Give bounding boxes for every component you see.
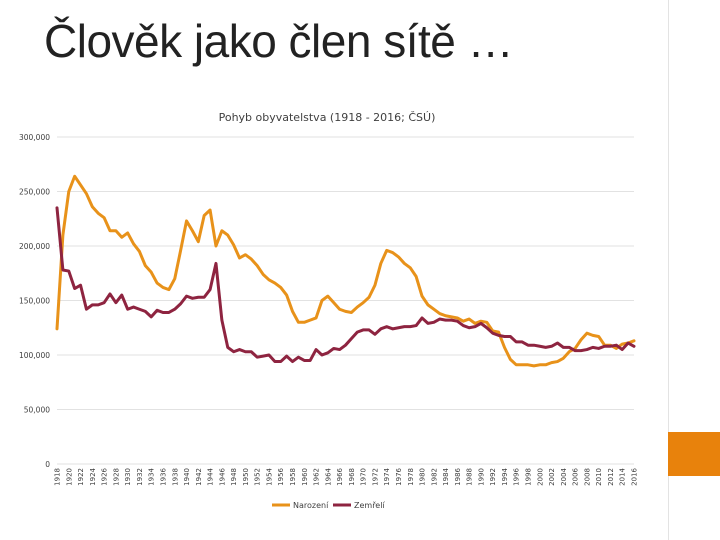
x-tick-label: 1994: [501, 467, 509, 485]
legend-label: Narození: [293, 501, 329, 510]
x-tick-label: 2006: [572, 467, 580, 485]
x-tick-label: 1976: [395, 467, 403, 485]
x-tick-label: 1966: [336, 467, 344, 485]
y-tick-label: 250,000: [19, 188, 50, 197]
x-tick-label: 2014: [619, 467, 627, 485]
accent-block: [668, 432, 720, 476]
x-tick-label: 2000: [536, 468, 544, 486]
chart-legend: Narození Zemřelí: [272, 501, 385, 510]
y-tick-label: 100,000: [19, 351, 50, 360]
x-tick-label: 1970: [360, 468, 368, 486]
x-tick-label: 1918: [54, 468, 62, 486]
x-tick-label: 1926: [101, 467, 109, 485]
y-axis-ticks: 0 50,000 100,000 150,000 200,000 250,000 300,0…: [19, 133, 50, 469]
y-tick-label: 300,000: [19, 133, 50, 142]
x-tick-label: 1968: [348, 468, 356, 486]
x-tick-label: 1958: [289, 468, 297, 486]
y-tick-label: 0: [45, 460, 50, 469]
x-tick-label: 1942: [195, 468, 203, 486]
y-tick-label: 200,000: [19, 242, 50, 251]
series-line-narozeni: [55, 174, 636, 368]
chart-title: Pohyb obyvatelstva (1918 - 2016; ČSÚ): [219, 111, 436, 124]
x-tick-label: 2010: [595, 468, 603, 486]
x-tick-label: 1964: [324, 467, 332, 485]
x-tick-label: 2008: [583, 468, 591, 486]
x-tick-label: 2002: [548, 468, 556, 486]
x-tick-label: 1984: [442, 467, 450, 485]
x-tick-label: 1980: [419, 468, 427, 486]
x-tick-label: 1986: [454, 467, 462, 485]
slide-title: Člověk jako člen sítě …: [44, 15, 514, 67]
y-tick-label: 50,000: [24, 406, 50, 415]
x-tick-label: 1962: [313, 468, 321, 486]
x-tick-label: 2016: [631, 467, 639, 485]
x-tick-label: 2012: [607, 468, 615, 486]
x-tick-label: 1956: [277, 467, 285, 485]
x-tick-label: 1940: [183, 468, 191, 486]
x-axis-ticks: 1918 1920 1922 1924 1926 1928 1930 1932 1934 1936…: [54, 467, 639, 485]
x-tick-label: 1948: [230, 468, 238, 486]
x-tick-label: 1992: [489, 468, 497, 486]
x-tick-label: 1922: [77, 468, 85, 486]
x-tick-label: 1996: [513, 467, 521, 485]
x-tick-label: 1920: [65, 468, 73, 486]
decorative-divider-line-lower: [668, 476, 669, 540]
x-tick-label: 1978: [407, 468, 415, 486]
x-tick-label: 1946: [218, 467, 226, 485]
x-tick-label: 1924: [89, 467, 97, 485]
y-tick-label: 150,000: [19, 297, 50, 306]
x-tick-label: 1930: [124, 468, 132, 486]
series-line-zemreli: [55, 206, 636, 364]
legend-label: Zemřelí: [354, 501, 385, 510]
x-tick-label: 1982: [430, 468, 438, 486]
x-tick-label: 1988: [466, 468, 474, 486]
x-tick-label: 1934: [148, 467, 156, 485]
series-lines: [55, 174, 636, 368]
x-tick-label: 1952: [254, 468, 262, 486]
x-tick-label: 1928: [112, 468, 120, 486]
x-tick-label: 1936: [159, 467, 167, 485]
x-tick-label: 1972: [371, 468, 379, 486]
x-tick-label: 1932: [136, 468, 144, 486]
x-tick-label: 1938: [171, 468, 179, 486]
decorative-divider-line: [668, 0, 669, 432]
grid-lines: [57, 136, 634, 465]
x-tick-label: 1990: [477, 468, 485, 486]
x-tick-label: 1960: [301, 468, 309, 486]
x-tick-label: 1950: [242, 468, 250, 486]
x-tick-label: 1974: [383, 467, 391, 485]
x-tick-label: 1944: [207, 467, 215, 485]
x-tick-label: 1998: [525, 468, 533, 486]
x-tick-label: 2004: [560, 467, 568, 485]
x-tick-label: 1954: [265, 467, 273, 485]
